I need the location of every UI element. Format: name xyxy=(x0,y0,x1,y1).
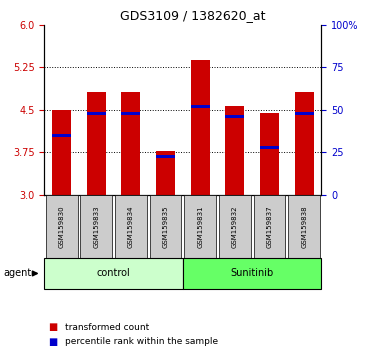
Bar xyxy=(150,195,181,258)
Bar xyxy=(115,195,147,258)
Bar xyxy=(288,195,320,258)
Bar xyxy=(184,195,216,258)
Bar xyxy=(156,155,175,158)
Bar xyxy=(121,92,141,195)
Text: agent: agent xyxy=(4,268,32,279)
Text: control: control xyxy=(97,268,131,279)
Bar xyxy=(183,258,321,289)
Bar xyxy=(260,146,279,149)
Text: transformed count: transformed count xyxy=(65,323,150,332)
Text: GDS3109 / 1382620_at: GDS3109 / 1382620_at xyxy=(120,9,265,22)
Text: ■: ■ xyxy=(48,337,57,347)
Bar xyxy=(87,92,106,195)
Bar xyxy=(156,151,175,195)
Text: percentile rank within the sample: percentile rank within the sample xyxy=(65,337,219,346)
Bar xyxy=(260,113,279,195)
Bar xyxy=(295,112,314,115)
Bar xyxy=(225,115,244,118)
Bar xyxy=(87,112,106,115)
Bar xyxy=(295,92,314,195)
Bar xyxy=(46,195,77,258)
Text: Sunitinib: Sunitinib xyxy=(231,268,274,279)
Text: GSM159838: GSM159838 xyxy=(301,205,307,248)
Bar xyxy=(80,195,112,258)
Text: GSM159834: GSM159834 xyxy=(128,205,134,248)
Text: ■: ■ xyxy=(48,322,57,332)
Bar xyxy=(219,195,251,258)
Text: GSM159837: GSM159837 xyxy=(266,205,273,248)
Bar xyxy=(44,258,183,289)
Bar xyxy=(225,106,244,195)
Bar xyxy=(52,110,71,195)
Bar xyxy=(191,60,210,195)
Bar xyxy=(191,105,210,108)
Text: GSM159835: GSM159835 xyxy=(162,205,169,248)
Bar xyxy=(254,195,285,258)
Text: GSM159833: GSM159833 xyxy=(93,205,99,248)
Text: GSM159830: GSM159830 xyxy=(59,205,65,248)
Bar xyxy=(121,112,141,115)
Text: GSM159831: GSM159831 xyxy=(197,205,203,248)
Bar xyxy=(52,134,71,137)
Text: GSM159832: GSM159832 xyxy=(232,205,238,248)
